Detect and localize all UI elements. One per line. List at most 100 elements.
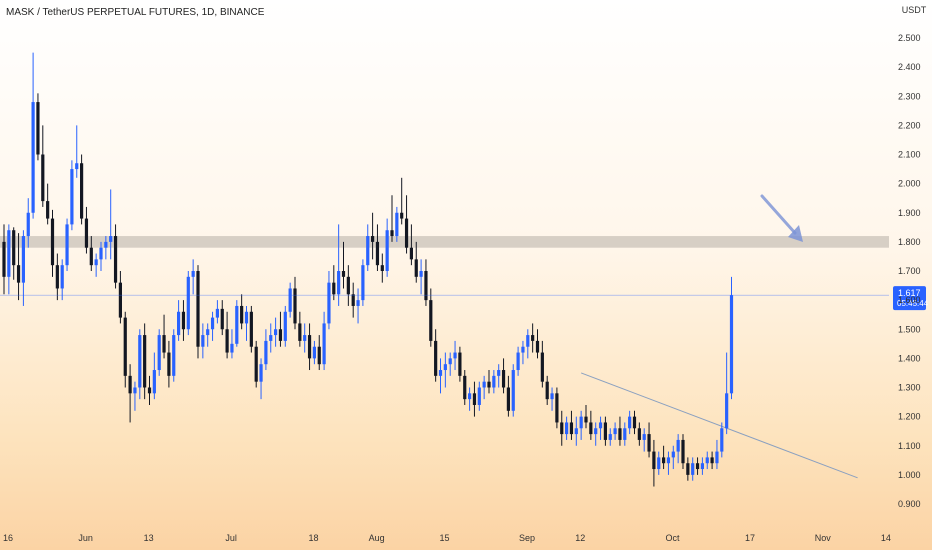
candle [133, 381, 137, 411]
y-tick-label: 1.600 [898, 295, 921, 305]
candle-body [206, 329, 210, 336]
candle [574, 416, 578, 446]
candle [327, 271, 331, 330]
candle [356, 288, 360, 324]
candle [681, 434, 685, 470]
candle [424, 259, 428, 306]
candle [487, 370, 491, 394]
candle [16, 233, 21, 301]
candle [177, 300, 181, 341]
candle [84, 206, 89, 254]
candle [167, 340, 171, 388]
candle [351, 282, 355, 318]
candle [531, 323, 535, 353]
y-tick-label: 1.000 [898, 470, 921, 480]
candle [181, 300, 186, 341]
candle-body [210, 317, 215, 330]
candle-body [94, 259, 98, 266]
candle-body [468, 393, 472, 400]
x-tick-label: Aug [369, 533, 385, 543]
candle-body [181, 311, 186, 330]
candle-body [637, 428, 641, 440]
candle [312, 340, 316, 365]
candle-body [574, 428, 578, 435]
candle-body [434, 340, 438, 376]
y-tick-label: 2.300 [898, 91, 921, 101]
candle [603, 416, 607, 446]
candle [550, 387, 554, 411]
x-tick-label: Sep [519, 533, 535, 543]
candle [540, 340, 544, 388]
candle [94, 253, 98, 277]
candle-body [526, 335, 530, 347]
candle [259, 358, 263, 400]
y-tick-label: 2.100 [898, 150, 921, 160]
candle-body [152, 370, 156, 394]
x-tick-label: 13 [144, 533, 154, 543]
arrow-head [788, 225, 803, 242]
candle-body [657, 457, 661, 470]
candle-body [662, 457, 666, 464]
candle [526, 329, 530, 359]
candle [70, 160, 74, 231]
candle [725, 352, 729, 435]
candle [346, 265, 350, 306]
candle-body [50, 218, 55, 266]
candle [128, 364, 132, 423]
candle [89, 236, 93, 271]
candle-body [618, 428, 622, 440]
candle-body [264, 340, 268, 365]
candle-body [390, 230, 394, 237]
candle-body [700, 463, 704, 470]
candle [201, 323, 205, 359]
candle-body [36, 102, 40, 155]
candle [75, 125, 79, 178]
x-tick-label: 12 [575, 533, 585, 543]
candle-body [540, 352, 544, 382]
candle [99, 241, 103, 271]
candle-body [521, 346, 525, 353]
candle [434, 329, 438, 382]
candle [80, 154, 84, 225]
candle [41, 125, 45, 207]
chart-title: MASK / TetherUS PERPETUAL FUTURES, 1D, B… [6, 7, 265, 18]
candle [657, 451, 661, 475]
candle [361, 259, 365, 306]
y-tick-label: 1.400 [898, 353, 921, 363]
candle [283, 305, 287, 347]
candle-body [337, 271, 341, 295]
candle-body [652, 451, 656, 470]
candle-body [443, 364, 447, 371]
candle-body [632, 416, 637, 429]
candle-body [293, 288, 297, 324]
x-tick-label: 16 [3, 533, 13, 543]
candle [206, 323, 210, 347]
candle [157, 329, 161, 376]
candle-body [594, 428, 598, 435]
candle [113, 224, 118, 289]
candle [400, 177, 404, 225]
candle [516, 346, 520, 376]
candle-body [385, 230, 389, 271]
candle [26, 198, 30, 248]
candle [172, 329, 176, 382]
candle-body [21, 236, 25, 283]
candle [448, 352, 452, 376]
candle [385, 218, 389, 277]
candle-body [720, 428, 724, 452]
candle [613, 422, 617, 440]
candle-body [555, 393, 559, 423]
candle-body [584, 416, 588, 423]
candle [729, 276, 734, 400]
candle-body [516, 352, 520, 371]
candle-body [303, 335, 307, 341]
candle-body [429, 300, 433, 341]
candle [579, 410, 583, 440]
candle-body [351, 294, 355, 306]
x-tick-label: 18 [309, 533, 319, 543]
candle [7, 224, 11, 295]
candle-body [332, 282, 336, 295]
candle [429, 288, 433, 347]
y-tick-label: 1.100 [898, 441, 921, 451]
